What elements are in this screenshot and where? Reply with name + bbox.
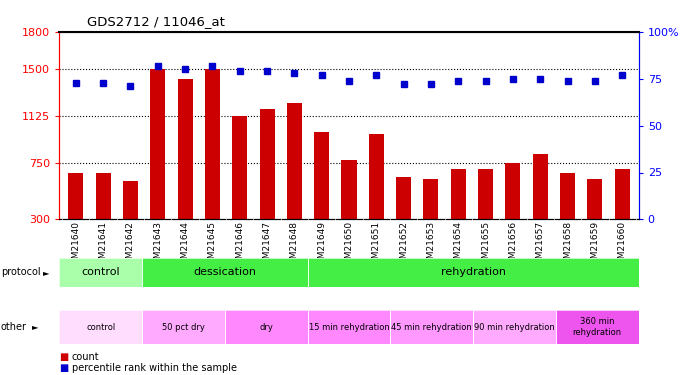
Text: control: control (82, 267, 120, 277)
Text: GSM21654: GSM21654 (454, 221, 463, 270)
Text: GSM21660: GSM21660 (618, 221, 627, 270)
Bar (150, 69, 165, 257)
Bar (560, 173, 575, 257)
Text: 360 min
rehydration: 360 min rehydration (573, 317, 622, 337)
Text: GSM21644: GSM21644 (181, 221, 190, 270)
Text: dry: dry (259, 322, 273, 332)
Text: GSM21655: GSM21655 (481, 221, 490, 270)
Text: GSM21641: GSM21641 (98, 221, 107, 270)
Bar (68, 173, 83, 257)
Bar (615, 169, 630, 257)
Bar (478, 170, 493, 257)
Text: 90 min rehydration: 90 min rehydration (474, 322, 555, 332)
Text: GSM21651: GSM21651 (372, 221, 381, 270)
Bar (142, 258, 308, 287)
Text: rehydration: rehydration (440, 267, 505, 277)
Text: 15 min rehydration: 15 min rehydration (309, 322, 389, 332)
Text: GSM21647: GSM21647 (262, 221, 272, 270)
Text: control: control (86, 322, 115, 332)
Text: GSM21658: GSM21658 (563, 221, 572, 270)
Bar (556, 310, 639, 344)
Text: GSM21653: GSM21653 (426, 221, 436, 270)
Text: ■: ■ (59, 363, 68, 373)
Bar (260, 110, 274, 257)
Text: GSM21643: GSM21643 (153, 221, 162, 270)
Text: GSM21650: GSM21650 (345, 221, 353, 270)
Text: dessication: dessication (193, 267, 256, 277)
Bar (396, 177, 411, 257)
Text: other: other (1, 322, 27, 332)
Bar (232, 116, 247, 257)
Text: GSM21649: GSM21649 (317, 221, 326, 270)
Bar (369, 134, 384, 257)
Bar (588, 179, 602, 257)
Text: GSM21656: GSM21656 (508, 221, 517, 270)
Text: protocol: protocol (1, 267, 40, 277)
Bar (451, 170, 466, 257)
Text: ►: ► (32, 322, 38, 332)
Text: GSM21657: GSM21657 (536, 221, 545, 270)
Bar (205, 69, 220, 257)
Bar (96, 173, 110, 257)
Text: percentile rank within the sample: percentile rank within the sample (72, 363, 237, 373)
Text: ■: ■ (59, 352, 68, 362)
Text: GDS2712 / 11046_at: GDS2712 / 11046_at (87, 15, 225, 28)
Bar (308, 310, 390, 344)
Text: GSM21642: GSM21642 (126, 221, 135, 270)
Text: GSM21645: GSM21645 (208, 221, 217, 270)
Bar (59, 258, 142, 287)
Bar (533, 154, 548, 257)
Bar (308, 258, 639, 287)
Text: 45 min rehydration: 45 min rehydration (392, 322, 472, 332)
Text: GSM21648: GSM21648 (290, 221, 299, 270)
Text: ►: ► (43, 268, 50, 277)
Bar (341, 160, 357, 257)
Bar (390, 310, 473, 344)
Bar (177, 80, 193, 257)
Bar (287, 103, 302, 257)
Text: 50 pct dry: 50 pct dry (162, 322, 205, 332)
Bar (59, 310, 142, 344)
Text: GSM21652: GSM21652 (399, 221, 408, 270)
Bar (142, 310, 225, 344)
Bar (473, 310, 556, 344)
Bar (424, 179, 438, 257)
Bar (123, 181, 138, 257)
Bar (505, 162, 521, 257)
Bar (314, 132, 329, 257)
Text: count: count (72, 352, 100, 362)
Text: GSM21640: GSM21640 (71, 221, 80, 270)
Text: GSM21646: GSM21646 (235, 221, 244, 270)
Bar (225, 310, 308, 344)
Text: GSM21659: GSM21659 (591, 221, 600, 270)
